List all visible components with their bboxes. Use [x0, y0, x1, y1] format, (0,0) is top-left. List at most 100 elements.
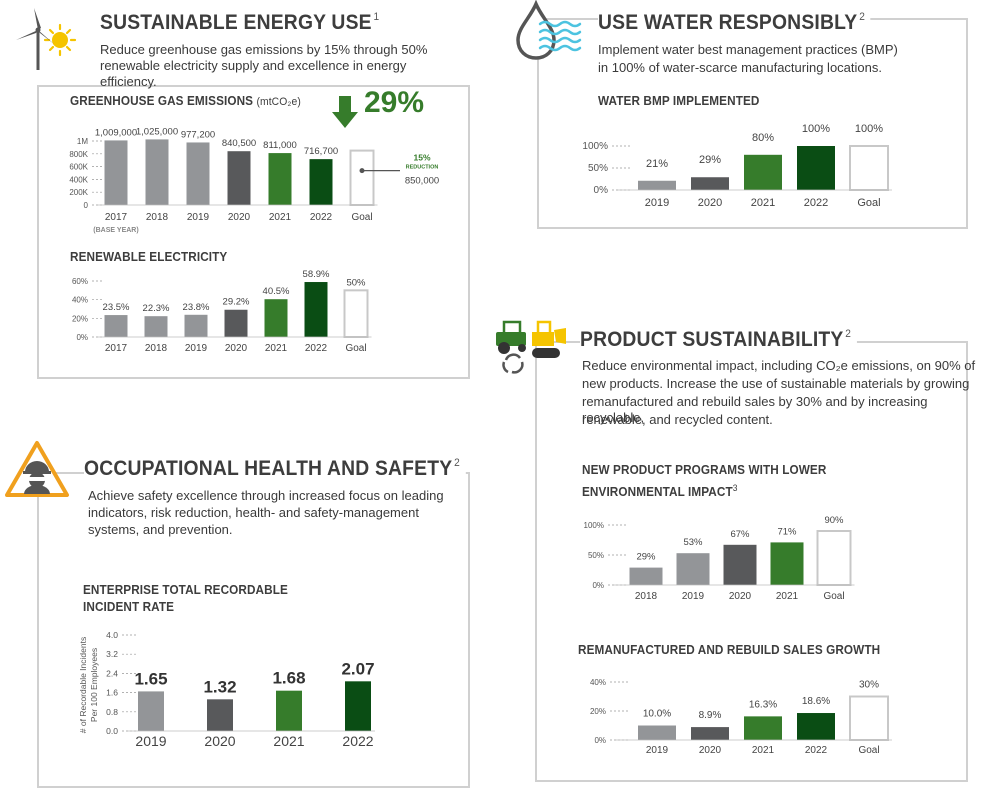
safety-description-line1: Achieve safety excellence through increa… — [88, 488, 444, 503]
y-tick-label: 100% — [584, 521, 604, 530]
y-tick-label: 0% — [592, 581, 604, 590]
ghg-chart: 1M 800K 600K 400K 200K 0 1,009,000 2017 1,025,00… — [69, 126, 439, 234]
category-label-2021: 2021 — [273, 733, 304, 749]
bar-2021 — [770, 542, 804, 585]
reduction-label: REDUCTION — [406, 165, 439, 171]
category-label-goal: Goal — [345, 343, 366, 354]
renewable-chart-title: RENEWABLE ELECTRICITY — [70, 250, 228, 264]
bar-2022 — [345, 681, 371, 731]
category-label-2020: 2020 — [698, 197, 722, 209]
data-label-2020: 8.9% — [699, 710, 722, 721]
data-label-2020: 1.32 — [203, 677, 236, 696]
category-label-2020: 2020 — [225, 343, 248, 354]
trir-chart-title-line2: INCIDENT RATE — [83, 600, 175, 614]
reman-chart: 40% 20% 0% 10.0% 2019 8.9% 2020 16.3% 2021 18.6% 2… — [590, 678, 892, 756]
y-tick-label: 200K — [69, 188, 88, 197]
bar-2018 — [145, 139, 169, 205]
category-label-2022: 2022 — [310, 212, 333, 223]
safety-description-line3: systems, and prevention. — [88, 522, 233, 537]
category-label-2021: 2021 — [752, 745, 775, 756]
y-tick-label: 0 — [84, 201, 89, 210]
data-label-2017: 1,009,000 — [95, 127, 137, 138]
bar-2019 — [186, 142, 210, 205]
y-tick-label: 4.0 — [106, 630, 118, 640]
safety-description-line2: indicators, risk reduction, health- and … — [88, 505, 419, 520]
category-label-goal: Goal — [823, 591, 844, 602]
category-label-2020: 2020 — [204, 733, 235, 749]
bar-2021 — [264, 299, 288, 337]
ghg-reduction-percent: 29% — [364, 86, 425, 119]
y-tick-label: 1M — [77, 137, 88, 146]
water-chart-title: WATER BMP IMPLEMENTED — [598, 94, 760, 108]
bar-2021 — [744, 716, 782, 740]
product-description-line2: new products. Increase the use of sustai… — [582, 376, 970, 391]
bar-2017 — [104, 140, 128, 205]
energy-title: SUSTAINABLE ENERGY USE 1 — [100, 11, 385, 35]
y-tick-label: 20% — [72, 314, 88, 323]
bar-goal — [816, 530, 852, 586]
category-label-2020: 2020 — [228, 212, 251, 223]
category-label-2019: 2019 — [185, 343, 208, 354]
water-title: USE WATER RESPONSIBLY 2 — [598, 11, 871, 35]
bar-2020 — [691, 727, 729, 740]
category-label-2022: 2022 — [804, 197, 828, 209]
category-label-2019: 2019 — [135, 733, 166, 749]
wind-turbine-sun-icon — [8, 6, 80, 72]
bar-goal — [349, 149, 375, 207]
y-tick-label: 50% — [588, 551, 604, 560]
data-label-2020: 29.2% — [223, 297, 250, 308]
y-tick-label: 800K — [69, 150, 88, 159]
bar-2019 — [184, 314, 208, 337]
bar-2022 — [309, 159, 333, 205]
data-label-2018: 22.3% — [143, 303, 170, 314]
data-label-2022: 18.6% — [802, 696, 830, 707]
bar-2018 — [629, 567, 663, 585]
data-label-2020: 67% — [730, 529, 750, 540]
y-tick-label: 1.6 — [106, 688, 118, 698]
y-tick-label: 0% — [76, 333, 88, 342]
svg-text:Per 100 Employees: Per 100 Employees — [89, 648, 99, 722]
svg-text:# of Recordable Incidents: # of Recordable Incidents — [78, 637, 88, 733]
data-label-2021: 71% — [777, 526, 797, 537]
ghg-chart-title: GREENHOUSE GAS EMISSIONS (mtCO₂e) — [70, 94, 301, 108]
new-product-chart-title-line1: NEW PRODUCT PROGRAMS WITH LOWER — [582, 463, 827, 477]
bar-2017 — [104, 315, 128, 337]
data-label-2021: 1.68 — [272, 669, 305, 688]
data-label-2019: 23.8% — [183, 302, 210, 313]
category-label-2021: 2021 — [265, 343, 288, 354]
y-tick-label: 40% — [590, 678, 606, 687]
category-label-goal: Goal — [351, 212, 372, 223]
safety-title: OCCUPATIONAL HEALTH AND SAFETY 2 — [84, 457, 466, 481]
category-label-2019: 2019 — [645, 197, 669, 209]
category-label-2020: 2020 — [729, 591, 752, 602]
y-tick-label: 60% — [72, 277, 88, 286]
category-label-2021: 2021 — [269, 212, 292, 223]
data-label-2022: 716,700 — [304, 146, 338, 157]
bar-2020 — [224, 309, 248, 337]
bar-2022 — [304, 282, 328, 337]
y-tick-label: 100% — [582, 141, 608, 152]
bar-2021 — [268, 153, 292, 205]
new-product-chart-title-line2: ENVIRONMENTAL IMPACT3 — [582, 483, 738, 500]
y-tick-label: 2.4 — [106, 668, 118, 678]
bar-2020 — [227, 151, 251, 205]
tractor-recycle-icon — [494, 318, 570, 374]
data-label-2019: 21% — [646, 158, 668, 170]
down-arrow-icon — [332, 96, 358, 128]
data-label-goal: 100% — [855, 123, 883, 135]
data-label-2021: 811,000 — [263, 140, 297, 151]
y-tick-label: 0.0 — [106, 726, 118, 736]
category-label-2019: 2019 — [646, 745, 669, 756]
product-description-line4: renewable, and recycled content. — [582, 412, 773, 427]
category-label-2020: 2020 — [699, 745, 722, 756]
worker-warning-icon — [4, 440, 70, 500]
category-label-2022: 2022 — [342, 733, 373, 749]
data-label-2017: 23.5% — [103, 302, 130, 313]
bar-2021 — [744, 154, 782, 190]
y-tick-label: 50% — [588, 163, 608, 174]
bar-goal — [849, 695, 889, 741]
bar-2019 — [638, 180, 676, 190]
bar-2019 — [138, 691, 164, 731]
bar-2020 — [691, 177, 729, 190]
data-label-2020: 840,500 — [222, 138, 256, 149]
